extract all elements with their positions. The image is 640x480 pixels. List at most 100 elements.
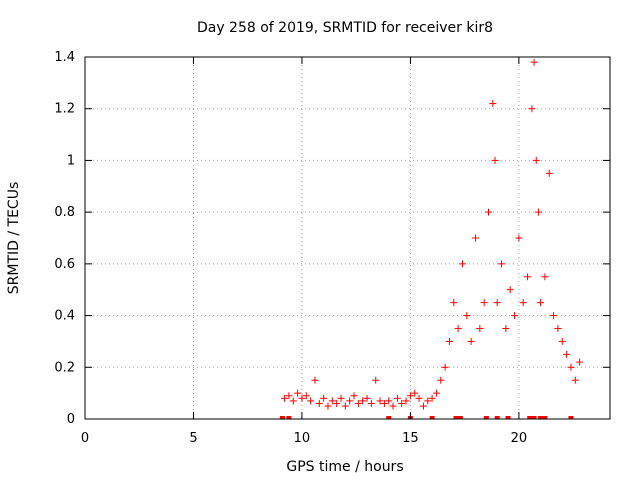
data-point bbox=[419, 402, 427, 410]
data-point bbox=[532, 156, 540, 164]
data-point bbox=[524, 273, 532, 281]
data-point bbox=[333, 399, 341, 407]
y-tick-label: 0.6 bbox=[54, 257, 75, 272]
data-point bbox=[354, 399, 362, 407]
data-point bbox=[402, 397, 410, 405]
data-point bbox=[406, 392, 414, 400]
data-point bbox=[458, 260, 466, 268]
x-tick-label: 0 bbox=[81, 431, 89, 446]
plot-frame bbox=[84, 56, 611, 420]
data-point bbox=[328, 397, 336, 405]
data-point bbox=[281, 394, 289, 402]
data-point bbox=[324, 402, 332, 410]
y-tick-label: 1.2 bbox=[54, 102, 75, 117]
data-point bbox=[515, 234, 523, 242]
data-point bbox=[315, 399, 323, 407]
baseline-mark bbox=[429, 416, 435, 419]
baseline-mark bbox=[453, 416, 459, 419]
data-point bbox=[363, 394, 371, 402]
data-point bbox=[441, 363, 449, 371]
data-point bbox=[476, 325, 484, 332]
data-point bbox=[424, 397, 432, 405]
chart-title: Day 258 of 2019, SRMTID for receiver kir… bbox=[197, 20, 493, 36]
baseline-mark bbox=[483, 416, 489, 419]
tick-layer: 0 5 10 15 20 0 0.2 0.4 0.6 0.8 1 1.2 1.4 bbox=[54, 50, 610, 446]
baseline-mark bbox=[538, 416, 544, 419]
data-point bbox=[454, 325, 462, 332]
data-point bbox=[567, 363, 575, 371]
data-point bbox=[576, 358, 584, 366]
data-point bbox=[294, 389, 302, 397]
data-point bbox=[485, 208, 493, 216]
data-point bbox=[298, 394, 306, 402]
data-point bbox=[541, 273, 549, 281]
data-point bbox=[558, 337, 566, 345]
y-tick-label: 1 bbox=[67, 153, 75, 168]
data-point bbox=[550, 312, 558, 320]
y-tick-label: 0 bbox=[67, 412, 75, 427]
data-point bbox=[359, 397, 367, 405]
data-point bbox=[498, 260, 506, 268]
x-tick-label: 15 bbox=[402, 431, 419, 446]
data-point bbox=[372, 376, 380, 384]
baseline-mark bbox=[527, 416, 533, 419]
data-point bbox=[502, 325, 510, 332]
data-point bbox=[389, 402, 397, 410]
baseline-mark bbox=[386, 416, 392, 419]
baseline-mark bbox=[457, 416, 463, 419]
data-point bbox=[285, 392, 293, 400]
x-tick-label: 5 bbox=[189, 431, 197, 446]
data-point bbox=[393, 394, 401, 402]
data-point bbox=[398, 399, 406, 407]
y-tick-label: 0.4 bbox=[54, 309, 75, 324]
baseline-mark bbox=[279, 416, 285, 419]
data-point bbox=[463, 312, 471, 320]
data-point bbox=[530, 58, 538, 66]
baseline-mark bbox=[494, 416, 500, 419]
data-point bbox=[432, 389, 440, 397]
y-axis-label: SRMTID / TECUs bbox=[6, 182, 22, 295]
data-point bbox=[571, 376, 579, 384]
data-point bbox=[415, 394, 423, 402]
data-point bbox=[346, 397, 354, 405]
data-point bbox=[534, 208, 542, 216]
data-point bbox=[563, 350, 571, 358]
x-tick-label: 10 bbox=[294, 431, 311, 446]
y-tick-label: 0.2 bbox=[54, 360, 75, 375]
baseline-mark bbox=[531, 416, 537, 419]
y-tick-label: 0.8 bbox=[54, 205, 75, 220]
baseline-mark bbox=[505, 416, 511, 419]
data-point bbox=[450, 299, 458, 307]
data-point bbox=[341, 402, 349, 410]
data-point bbox=[545, 169, 553, 177]
baseline-mark bbox=[286, 416, 292, 419]
data-point bbox=[437, 376, 445, 384]
data-point bbox=[489, 100, 497, 108]
data-point bbox=[307, 397, 315, 405]
data-point bbox=[519, 299, 527, 307]
data-point bbox=[367, 399, 375, 407]
data-point bbox=[337, 394, 345, 402]
data-point bbox=[320, 394, 328, 402]
data-point bbox=[491, 156, 499, 164]
data-point bbox=[380, 399, 388, 407]
baseline-mark bbox=[542, 416, 548, 419]
data-point bbox=[506, 286, 514, 294]
data-point bbox=[467, 337, 475, 345]
y-tick-label: 1.4 bbox=[54, 50, 75, 65]
data-point bbox=[376, 397, 384, 405]
data-point bbox=[350, 392, 358, 400]
data-point bbox=[528, 105, 536, 113]
data-point bbox=[471, 234, 479, 242]
data-point bbox=[428, 394, 436, 402]
data-point bbox=[411, 389, 419, 397]
data-point bbox=[302, 392, 310, 400]
data-point bbox=[537, 299, 545, 307]
data-point bbox=[445, 337, 453, 345]
data-point bbox=[385, 397, 393, 405]
baseline-mark bbox=[568, 416, 574, 419]
data-point bbox=[289, 397, 297, 405]
data-point bbox=[511, 312, 519, 320]
